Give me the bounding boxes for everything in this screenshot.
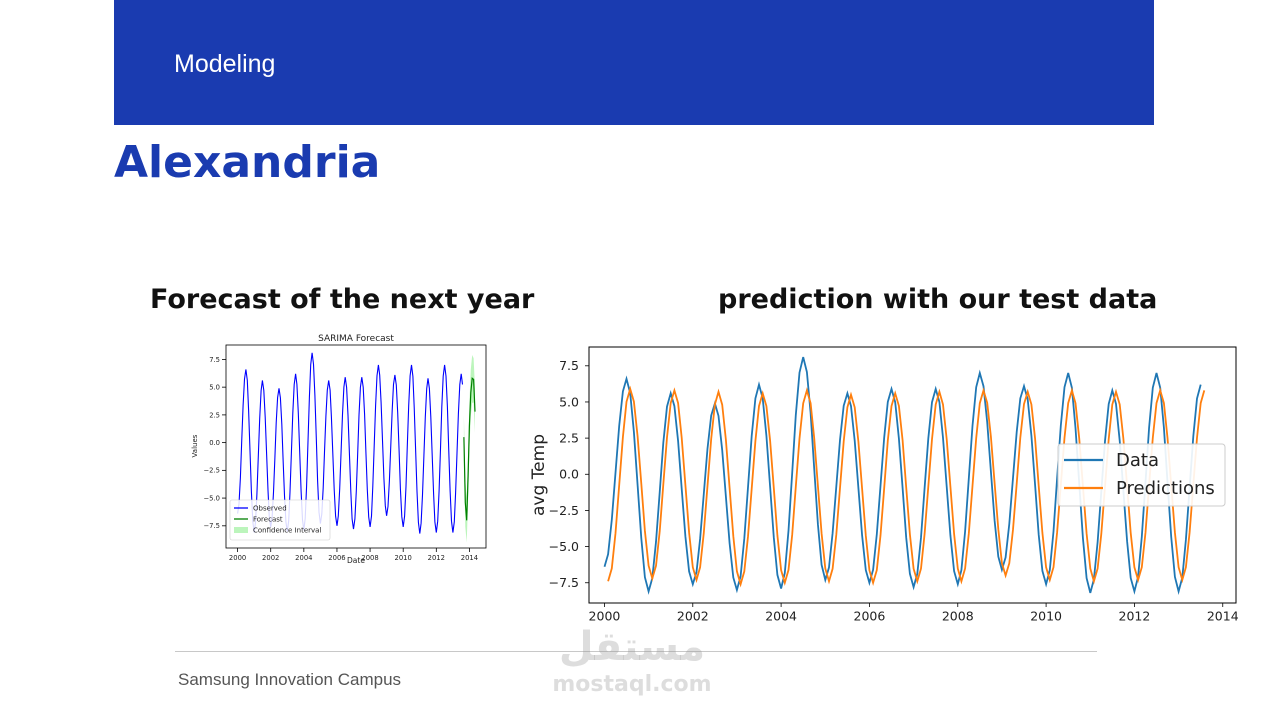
plot-frame [225,344,487,549]
observed-line [237,352,464,534]
x-tick-label: 2002 [262,554,279,562]
sarima-forecast-chart: SARIMA Forecast 7.5 5.0 2.5 0.0 −2.5 −5.0 −7.5… [191,334,487,565]
forecast-line [463,377,476,521]
x-axis-label: Date [347,556,365,565]
x-tick-label: 2006 [328,554,345,562]
y-tick-label: 0.0 [559,467,579,482]
x-tick-label: 2000 [229,554,246,562]
y-tick-label: 7.5 [209,356,220,364]
x-tick-label: 2000 [589,609,621,624]
legend: Data Predictions [1057,443,1226,507]
x-tick-label: 2002 [677,609,709,624]
y-tick-label: 0.0 [209,439,220,447]
footer-divider [175,651,1097,652]
x-tick-label: 2008 [942,609,974,624]
x-tick-label: 2012 [1119,609,1151,624]
x-tick-label: 2004 [295,554,312,562]
y-tick-label: 5.0 [559,394,579,409]
confidence-band [463,355,475,543]
y-tick-label: −7.5 [203,522,220,530]
slide-title: Alexandria [114,137,381,188]
y-axis-label: avg Temp [529,434,549,516]
legend-label-forecast: Forecast [253,516,283,524]
legend-box [229,499,331,541]
header-band: Modeling [114,0,1154,125]
section-label: Modeling [174,50,276,78]
legend: Observed Forecast Confidence Interval [229,499,331,541]
right-chart-heading: prediction with our test data [718,284,1158,315]
y-tick-label: −2.5 [203,467,220,475]
legend-label-confidence: Confidence Interval [253,527,321,535]
y-axis-label: Values [191,434,199,457]
y-tick-label: −5.0 [203,494,220,502]
y-tick-label: −5.0 [549,539,579,554]
chart-title: SARIMA Forecast [318,334,394,344]
watermark-logo-text: مستقل [558,624,706,670]
legend-swatch-confidence [234,527,248,533]
y-tick-label: 2.5 [559,430,579,445]
x-tick-label: 2008 [361,554,378,562]
footer-text: Samsung Innovation Campus [178,670,402,689]
watermark-url: mostaql.com [552,672,712,697]
test-prediction-chart: 7.5 5.0 2.5 0.0 −2.5 −5.0 −7.5 2000 2002 2004 200… [529,346,1239,624]
y-tick-label: −7.5 [549,575,579,590]
x-tick-label: 2010 [1030,609,1062,624]
x-tick-label: 2014 [1207,609,1239,624]
x-tick-label: 2006 [854,609,886,624]
plot-frame [588,346,1237,604]
left-chart-heading: Forecast of the next year [150,284,535,315]
x-tick-label: 2014 [461,554,478,562]
y-tick-label: 2.5 [209,411,220,419]
legend-label-observed: Observed [253,505,287,513]
legend-label-data: Data [1116,450,1159,471]
x-tick-label: 2012 [428,554,445,562]
legend-label-predictions: Predictions [1116,478,1215,499]
y-tick-label: 5.0 [209,384,220,392]
y-tick-label: 7.5 [559,358,579,373]
y-tick-label: −2.5 [549,503,579,518]
x-tick-label: 2004 [765,609,797,624]
x-tick-label: 2010 [395,554,412,562]
watermark: مستقل mostaql.com [552,622,712,698]
